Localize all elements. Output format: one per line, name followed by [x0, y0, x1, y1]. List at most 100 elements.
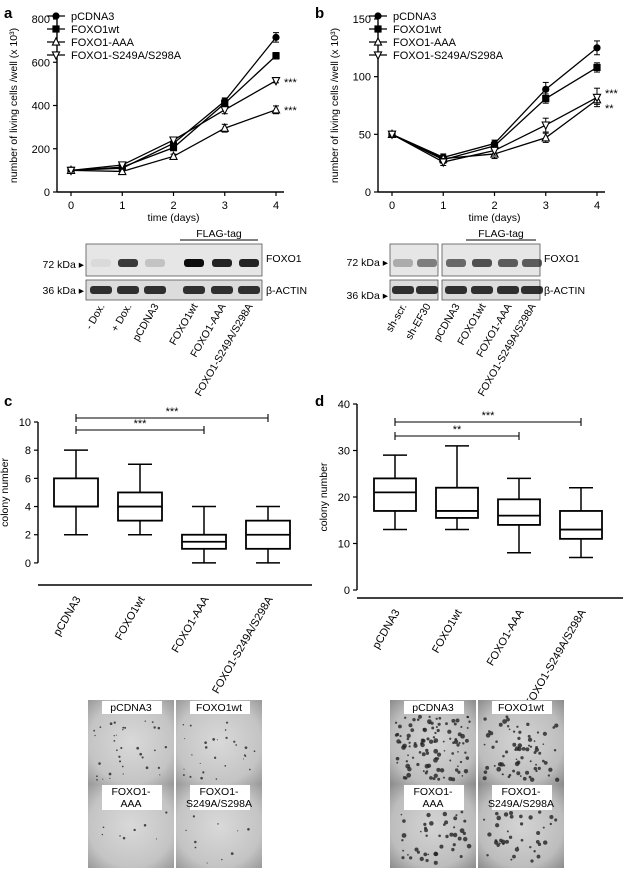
colony-dot	[512, 742, 517, 747]
colony-dot	[230, 852, 234, 856]
marker-triangle-down	[169, 136, 178, 146]
colony-dot	[465, 756, 470, 760]
category-label: pCDNA3	[52, 595, 84, 639]
colony-dot	[416, 762, 420, 767]
colony-dot	[418, 751, 422, 754]
colony-dot	[115, 734, 117, 736]
colony-dot	[422, 770, 425, 773]
colony-dot	[456, 743, 460, 747]
colony-dot	[204, 746, 208, 749]
panel-letter-b: b	[315, 5, 324, 22]
colony-dot	[459, 855, 463, 859]
colony-dot	[243, 758, 245, 760]
significance-annotation: ***	[605, 88, 619, 100]
colony-dot	[432, 736, 436, 739]
colony-dot	[416, 718, 420, 721]
box-iqr	[559, 510, 603, 540]
band-foxo1	[498, 259, 518, 267]
photo-label-bg	[190, 701, 250, 714]
panel-letter-d: d	[315, 393, 324, 410]
colony-dot	[418, 714, 422, 719]
colony-dot	[122, 836, 126, 840]
marker-triangle-up	[169, 150, 178, 160]
colony-dot	[436, 752, 442, 757]
y-axis-label: number of living cells /well (x 10³)	[8, 28, 20, 183]
band-foxo1	[393, 259, 413, 267]
colony-dot	[413, 743, 418, 748]
colony-dot	[121, 765, 124, 768]
colony-dot	[496, 815, 502, 821]
colony-dot	[233, 740, 236, 743]
band-label-actin: β-ACTIN	[266, 285, 307, 297]
colony-dot	[396, 761, 399, 764]
colony-dot	[122, 729, 124, 731]
photo-label-bg	[492, 701, 552, 714]
box-3	[559, 486, 603, 559]
photo-label-bg	[190, 785, 250, 810]
colony-dot	[192, 815, 195, 818]
colony-dot	[483, 818, 486, 821]
marker-triangle-down	[220, 106, 230, 116]
colony-dot	[466, 715, 469, 719]
category-label: FOXO1-AAA	[485, 607, 527, 668]
colony-dot	[525, 770, 530, 775]
colony-dot	[460, 810, 464, 814]
colony-dot	[452, 843, 456, 847]
colony-dot	[445, 722, 448, 726]
colony-dot	[244, 755, 247, 758]
colony-dot	[433, 860, 438, 865]
colony-dot	[394, 721, 398, 724]
box-iqr	[53, 477, 99, 508]
colony-dot	[453, 739, 459, 744]
colony-dot	[399, 734, 402, 738]
colony-dot	[442, 776, 445, 779]
photo-label-bg	[404, 785, 464, 810]
colony-dot	[429, 821, 434, 826]
colony-dot	[502, 719, 507, 724]
photo-label: AAA	[120, 798, 141, 810]
colony-dot	[425, 858, 429, 863]
band-actin	[445, 286, 467, 294]
colony-dot	[402, 776, 407, 780]
box-0	[53, 449, 99, 536]
colony-dot	[527, 737, 533, 742]
colony-dot	[554, 723, 559, 728]
colony-dot	[395, 732, 400, 737]
y-tick-label: 20	[338, 492, 350, 504]
colony-dot	[119, 835, 121, 837]
colony-dot	[535, 769, 538, 773]
colony-dot	[452, 741, 455, 745]
colony-dot	[512, 769, 516, 773]
band-actin	[144, 286, 166, 294]
y-tick-label: 8	[25, 445, 31, 457]
colony-dot	[516, 760, 521, 765]
colony-dot	[536, 831, 541, 836]
colony-dot	[199, 762, 201, 764]
colony-dot	[502, 842, 505, 846]
colony-dot	[436, 728, 440, 733]
marker-triangle-up	[541, 132, 551, 142]
colony-dot	[116, 749, 118, 752]
marker-circle	[52, 12, 60, 20]
y-tick-label: 200	[32, 144, 50, 156]
panel-letter-c: c	[4, 393, 12, 410]
colony-dot	[496, 766, 502, 772]
significance-annotation: **	[605, 103, 614, 115]
marker-square	[593, 63, 601, 72]
colony-dot	[157, 726, 161, 730]
colony-dot	[494, 839, 498, 843]
band-actin	[90, 286, 112, 294]
y-tick-label: 0	[25, 558, 31, 570]
colony-dot	[422, 727, 428, 733]
photo-label: FOXO1wt	[196, 702, 242, 714]
colony-photo-3: FOXO1-S249A/S298A	[478, 784, 564, 868]
chart-c-colony-boxplot: 0 2 4 6 8 10 colony number pCDNA3 FOXO1wt FOXO1-A…	[0, 406, 312, 696]
colony-dot	[529, 777, 535, 782]
colony-dot	[466, 726, 469, 729]
colony-dot	[442, 811, 448, 817]
colony-dot	[451, 847, 455, 852]
colony-dot	[542, 840, 548, 845]
photo-label: FOXO1-	[199, 786, 239, 798]
colony-dot	[459, 828, 465, 834]
